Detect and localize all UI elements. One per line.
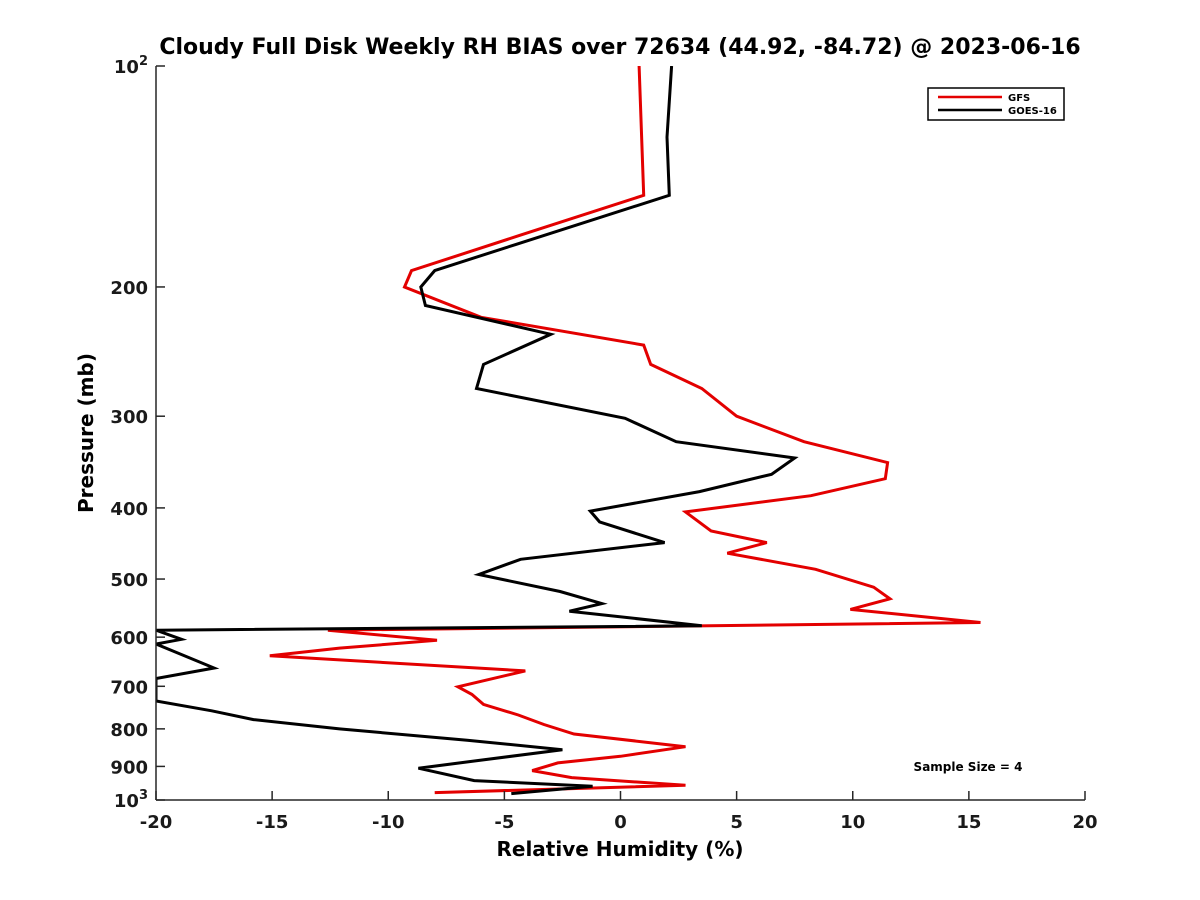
series-line-goes16 — [156, 66, 799, 796]
x-tick-label: -20 — [140, 812, 173, 833]
legend: GFS GOES-16 — [927, 87, 1065, 121]
x-tick-label: 5 — [730, 812, 743, 833]
legend-label-gfs: GFS — [1008, 93, 1030, 104]
y-tick-label: 103 — [114, 788, 148, 812]
y-tick-label: 700 — [110, 677, 148, 698]
x-tick-label: 10 — [840, 812, 865, 833]
legend-box — [927, 87, 1065, 121]
x-tick-label: 0 — [614, 812, 627, 833]
x-tick-label: 20 — [1072, 812, 1097, 833]
x-tick-label: 15 — [956, 812, 981, 833]
legend-label-goes16: GOES-16 — [1008, 106, 1057, 117]
y-tick-label: 600 — [110, 628, 148, 649]
x-tick-label: -15 — [256, 812, 289, 833]
y-tick-label: 300 — [110, 407, 148, 428]
x-tick-label: -5 — [494, 812, 514, 833]
series-layer — [156, 66, 981, 796]
tick-labels: -20 -15 -10 -5 0 5 10 15 20 102 200 300 400 500 600 700… — [110, 54, 1097, 833]
x-axis-title: Relative Humidity (%) — [496, 837, 743, 861]
y-tick-label: 400 — [110, 499, 148, 520]
y-tick-label: 200 — [110, 278, 148, 299]
y-tick-label: 900 — [110, 757, 148, 778]
y-tick-label: 500 — [110, 570, 148, 591]
sample-size-annotation: Sample Size = 4 — [914, 760, 1023, 774]
y-tick-label: 800 — [110, 720, 148, 741]
x-tick-label: -10 — [372, 812, 405, 833]
axes — [155, 65, 1086, 801]
y-tick-label: 102 — [114, 54, 148, 78]
series-line-gfs — [269, 66, 981, 795]
y-axis-title: Pressure (mb) — [74, 353, 98, 513]
chart-title: Cloudy Full Disk Weekly RH BIAS over 726… — [159, 35, 1080, 60]
